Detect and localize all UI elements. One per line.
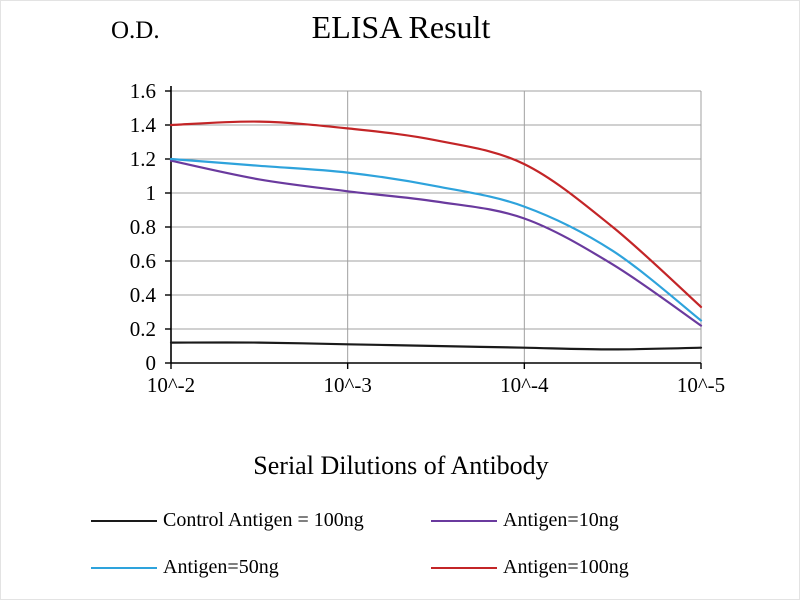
legend-item-label: Control Antigen = 100ng [163,509,364,531]
x-tick-label: 10^-2 [146,373,196,397]
x-tick-label: 10^-4 [500,373,549,397]
y-tick-label: 0.8 [129,215,156,239]
y-tick-label: 1.6 [129,79,156,103]
y-tick-label: 0.2 [129,317,156,341]
x-axis-title: Serial Dilutions of Antibody [253,451,549,480]
legend-item-label: Antigen=50ng [163,556,279,578]
legend: Control Antigen = 100ng Antigen=10ng Antig… [1,509,799,579]
legend-swatch-antigen-50ng [91,566,157,569]
legend-item-label: Antigen=100ng [503,556,629,578]
legend-item: Control Antigen = 100ng [91,509,431,532]
y-tick-label: 0.4 [129,283,156,307]
x-tick-label: 10^-3 [323,373,372,397]
series-line-antigen-100ng [169,120,703,308]
legend-swatch-antigen-100ng [431,566,497,569]
legend-item-label: Antigen=10ng [503,509,619,531]
series-line-antigen-10ng [169,159,703,327]
legend-item: Antigen=100ng [431,556,711,579]
legend-row: Control Antigen = 100ng Antigen=10ng [91,509,711,532]
y-tick-label: 1 [145,181,157,205]
y-tick-label: 1.4 [129,113,156,137]
y-tick-label: 1.2 [129,147,156,171]
legend-swatch-control-antigen-100ng [91,519,157,522]
legend-swatch-antigen-10ng [431,519,497,522]
y-tick-label: 0 [145,351,157,375]
legend-item: Antigen=10ng [431,509,711,532]
y-axis-title: O.D. [111,17,160,44]
y-tick-label: 0.6 [129,249,156,273]
series-line-control-antigen-100ng [169,341,703,351]
series-line-antigen-50ng [169,157,703,322]
chart-title: ELISA Result [311,9,491,45]
x-tick-label: 10^-5 [676,373,726,397]
legend-item: Antigen=50ng [91,556,431,579]
legend-row: Antigen=50ng Antigen=100ng [91,556,711,579]
